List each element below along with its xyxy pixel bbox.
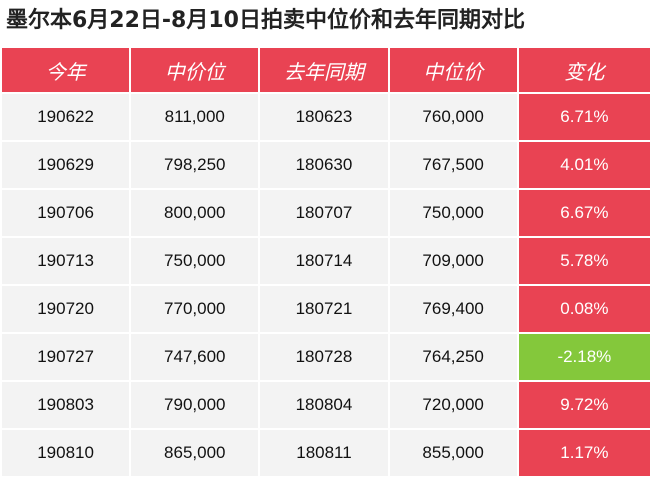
cell-median-this-year: 865,000	[131, 430, 259, 476]
table-row: 190622 811,000 180623 760,000 6.71%	[2, 94, 650, 140]
cell-last-year: 180623	[260, 94, 388, 140]
cell-this-year: 190720	[2, 286, 130, 332]
cell-last-year: 180707	[260, 190, 388, 236]
cell-change: 1.17%	[518, 430, 650, 476]
table-row: 190810 865,000 180811 855,000 1.17%	[2, 430, 650, 476]
table-row: 190629 798,250 180630 767,500 4.01%	[2, 142, 650, 188]
cell-median-this-year: 811,000	[131, 94, 259, 140]
cell-this-year: 190706	[2, 190, 130, 236]
table-row: 190713 750,000 180714 709,000 5.78%	[2, 238, 650, 284]
cell-last-year: 180630	[260, 142, 388, 188]
cell-median-last-year: 709,000	[389, 238, 517, 284]
cell-median-last-year: 750,000	[389, 190, 517, 236]
cell-this-year: 190629	[2, 142, 130, 188]
table-row: 190727 747,600 180728 764,250 -2.18%	[2, 334, 650, 380]
cell-change: 9.72%	[518, 382, 650, 428]
cell-median-last-year: 720,000	[389, 382, 517, 428]
cell-change: 6.71%	[518, 94, 650, 140]
cell-last-year: 180804	[260, 382, 388, 428]
header-last-year: 去年同期	[260, 48, 388, 92]
page-title: 墨尔本6月22日-8月10日拍卖中位价和去年同期对比	[6, 8, 525, 33]
table-row: 190803 790,000 180804 720,000 9.72%	[2, 382, 650, 428]
header-median-last-year: 中位价	[389, 48, 517, 92]
table-body: 190622 811,000 180623 760,000 6.71% 190629 798…	[2, 94, 650, 476]
cell-change: 5.78%	[518, 238, 650, 284]
cell-median-this-year: 790,000	[131, 382, 259, 428]
cell-median-this-year: 800,000	[131, 190, 259, 236]
cell-this-year: 190803	[2, 382, 130, 428]
cell-change: 6.67%	[518, 190, 650, 236]
cell-median-last-year: 769,400	[389, 286, 517, 332]
cell-change: 4.01%	[518, 142, 650, 188]
table-row: 190706 800,000 180707 750,000 6.67%	[2, 190, 650, 236]
auction-comparison-table: 今年 中价位 去年同期 中位价 变化 190622 811,000 180623 76…	[0, 46, 652, 478]
cell-median-last-year: 764,250	[389, 334, 517, 380]
cell-last-year: 180811	[260, 430, 388, 476]
table-row: 190720 770,000 180721 769,400 0.08%	[2, 286, 650, 332]
header-median-this-year: 中价位	[131, 48, 259, 92]
header-change: 变化	[518, 48, 650, 92]
cell-this-year: 190810	[2, 430, 130, 476]
cell-median-this-year: 798,250	[131, 142, 259, 188]
cell-median-last-year: 760,000	[389, 94, 517, 140]
cell-this-year: 190713	[2, 238, 130, 284]
cell-last-year: 180714	[260, 238, 388, 284]
cell-last-year: 180728	[260, 334, 388, 380]
cell-median-this-year: 750,000	[131, 238, 259, 284]
cell-change: -2.18%	[518, 334, 650, 380]
cell-this-year: 190622	[2, 94, 130, 140]
cell-median-this-year: 747,600	[131, 334, 259, 380]
cell-median-last-year: 767,500	[389, 142, 517, 188]
cell-median-this-year: 770,000	[131, 286, 259, 332]
table-header-row: 今年 中价位 去年同期 中位价 变化	[2, 48, 650, 92]
header-this-year: 今年	[2, 48, 130, 92]
cell-median-last-year: 855,000	[389, 430, 517, 476]
cell-change: 0.08%	[518, 286, 650, 332]
cell-last-year: 180721	[260, 286, 388, 332]
cell-this-year: 190727	[2, 334, 130, 380]
